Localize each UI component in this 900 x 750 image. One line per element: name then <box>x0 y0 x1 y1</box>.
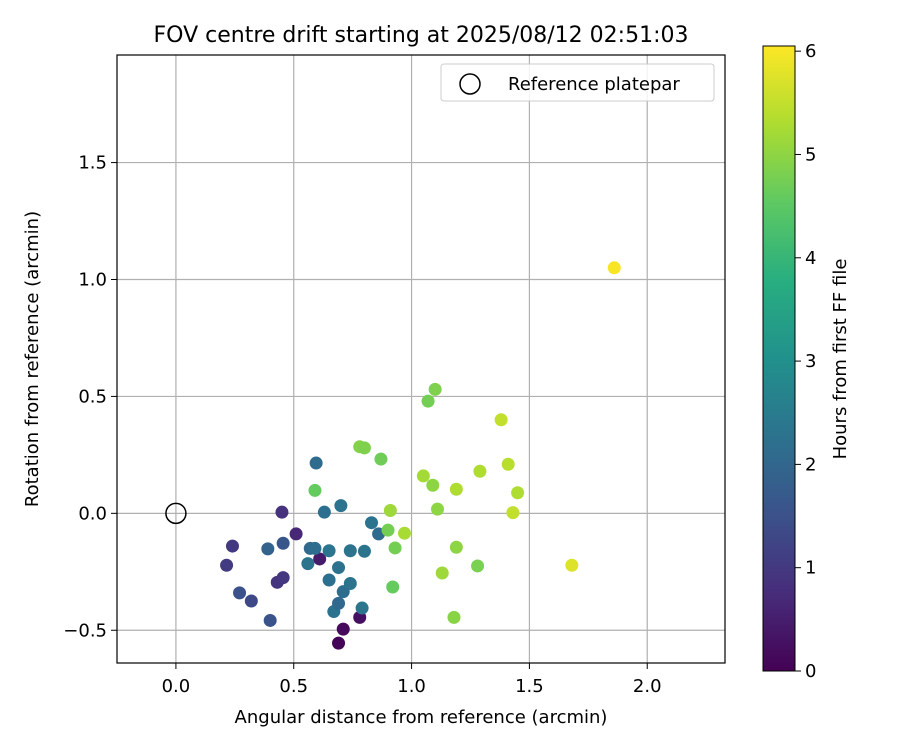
colorbar-tick-label: 0 <box>805 661 816 682</box>
data-point <box>430 502 444 516</box>
colorbar-tick-label: 5 <box>805 144 816 165</box>
data-point <box>334 499 348 513</box>
colorbar-frame <box>762 45 796 672</box>
data-point <box>416 469 430 483</box>
grid-lines <box>117 55 725 663</box>
x-axis-ticks: 0.0 0.5 1.0 1.5 2.0 <box>162 663 662 697</box>
colorbar-tick-label: 6 <box>805 41 816 62</box>
y-tick-label: −0.5 <box>63 620 107 641</box>
data-point <box>301 557 315 571</box>
data-point <box>357 441 371 455</box>
colorbar-tick-label: 2 <box>805 454 816 475</box>
y-axis-title: Rotation from reference (arcmin) <box>22 211 43 507</box>
colorbar-tick-label: 3 <box>805 351 816 372</box>
data-point <box>449 482 463 496</box>
data-point <box>289 527 303 541</box>
data-point <box>447 610 461 624</box>
data-point <box>233 586 247 600</box>
data-point <box>426 478 440 492</box>
reference-platepar-marker <box>165 502 187 525</box>
data-point <box>343 544 357 558</box>
x-axis-title: Angular distance from reference (arcmin) <box>235 707 608 728</box>
data-point <box>388 541 402 555</box>
data-point <box>308 541 322 555</box>
legend-reference-marker <box>459 73 481 95</box>
legend-label-reference-platepar: Reference platepar <box>508 74 680 95</box>
x-tick-label: 1.5 <box>515 676 544 697</box>
data-point <box>365 516 379 530</box>
data-point <box>322 573 336 587</box>
data-point <box>308 483 322 497</box>
data-point <box>261 542 275 556</box>
data-point <box>473 464 487 478</box>
data-point <box>449 540 463 554</box>
x-tick-label: 2.0 <box>633 676 662 697</box>
data-point <box>276 571 290 585</box>
scatter-points <box>220 261 621 650</box>
data-point <box>317 505 331 519</box>
data-point <box>332 636 346 650</box>
data-point <box>386 580 400 594</box>
legend-box <box>440 63 715 102</box>
data-point <box>435 566 449 580</box>
data-point <box>313 552 327 566</box>
y-tick-label: 1.5 <box>78 153 107 174</box>
y-tick-label: 0.0 <box>78 503 107 524</box>
data-point <box>225 539 239 553</box>
colorbar-ticks: 0 1 2 3 4 5 6 <box>795 41 816 682</box>
data-point <box>501 457 515 471</box>
data-point <box>565 558 579 572</box>
data-point <box>506 506 520 520</box>
legend: Reference platepar <box>440 63 715 102</box>
plot-frame <box>116 54 726 664</box>
data-point <box>244 594 258 608</box>
data-point <box>383 504 397 518</box>
data-point <box>336 622 350 636</box>
data-point <box>220 558 234 572</box>
colorbar-label: Hours from first FF file <box>830 259 851 460</box>
data-point <box>381 523 395 537</box>
colorbar-gradient <box>763 46 795 671</box>
data-point <box>275 505 289 519</box>
data-point <box>263 613 277 627</box>
y-tick-label: 0.5 <box>78 386 107 407</box>
x-tick-label: 0.0 <box>162 676 191 697</box>
data-point <box>276 536 290 550</box>
data-point <box>357 544 371 558</box>
data-point <box>355 601 369 615</box>
colorbar-tick-label: 4 <box>805 248 816 269</box>
data-point <box>511 486 525 500</box>
data-point <box>471 559 485 573</box>
colorbar: 0 1 2 3 4 5 6 Hours from first FF file <box>762 41 851 682</box>
data-point <box>421 394 435 408</box>
x-tick-label: 0.5 <box>279 676 308 697</box>
data-point <box>398 526 412 540</box>
plot-area <box>117 55 725 663</box>
y-tick-label: 1.0 <box>78 269 107 290</box>
data-point <box>343 576 357 590</box>
data-point <box>332 596 346 610</box>
data-point <box>309 456 323 470</box>
data-point <box>428 382 442 396</box>
data-point <box>607 261 621 275</box>
y-axis-ticks: −0.5 0.0 0.5 1.0 1.5 <box>63 153 117 641</box>
data-point <box>332 561 346 575</box>
reference-marker-layer <box>165 502 187 525</box>
x-tick-label: 1.0 <box>397 676 426 697</box>
data-point <box>374 452 388 466</box>
data-point <box>322 544 336 558</box>
chart-title: FOV centre drift starting at 2025/08/12 … <box>154 23 689 48</box>
colorbar-tick-label: 1 <box>805 558 816 579</box>
data-point <box>494 413 508 427</box>
